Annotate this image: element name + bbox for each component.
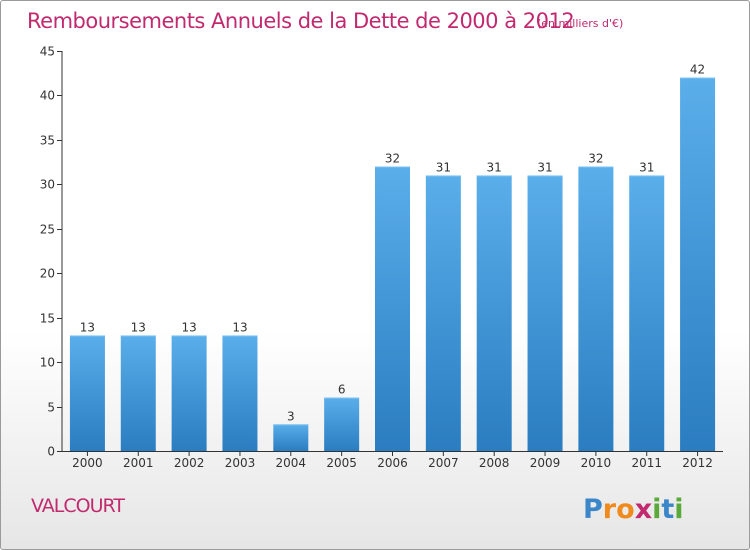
x-tick-label-2007: 2007 [428, 456, 459, 470]
proxiti-logo: Proxiti [583, 494, 684, 525]
bar-2011 [629, 175, 665, 451]
y-axis: 0 5 10 15 20 25 30 35 40 45 [40, 45, 63, 459]
commune-name: VALCOURT [31, 495, 125, 517]
y-tick-label: 15 [40, 312, 55, 326]
x-tick-label-2000: 2000 [72, 456, 103, 470]
x-tick-label-2002: 2002 [174, 456, 205, 470]
bar-2006 [375, 166, 410, 452]
y-tick-label: 35 [40, 134, 55, 148]
data-label-2006: 32 [385, 152, 400, 166]
y-tick-label: 20 [40, 267, 55, 281]
data-label-2001: 13 [131, 320, 146, 334]
data-label-2008: 31 [487, 160, 502, 174]
bar-2003 [222, 335, 258, 451]
x-tick-label-2004: 2004 [276, 456, 307, 470]
data-label-2000: 13 [80, 320, 95, 334]
x-axis: 2000 2001 2002 2003 2004 2005 2006 2007 2008 2009… [62, 451, 723, 470]
x-tick-label-2009: 2009 [530, 456, 561, 470]
bar-2005 [324, 397, 360, 451]
y-tick-label: 10 [40, 356, 55, 370]
y-tick-label: 30 [40, 178, 55, 192]
data-label-2007: 31 [436, 160, 451, 174]
data-label-2002: 13 [181, 320, 196, 334]
y-tick-label: 0 [47, 445, 55, 459]
data-label-2011: 31 [639, 160, 654, 174]
x-tick-label-2010: 2010 [581, 456, 612, 470]
y-tick-label: 45 [40, 45, 55, 59]
x-tick-label-2006: 2006 [377, 456, 408, 470]
bars-group [69, 77, 716, 452]
y-tick-label: 25 [40, 223, 55, 237]
x-tick-label-2003: 2003 [225, 456, 256, 470]
bar-2004 [273, 424, 309, 451]
bar-2008 [476, 175, 512, 451]
data-label-2004: 3 [287, 409, 295, 423]
data-label-2009: 31 [537, 160, 552, 174]
chart-title: Remboursements Annuels de la Dette de 20… [27, 9, 575, 33]
y-tick-label: 40 [40, 89, 55, 103]
bar-2009 [527, 175, 563, 451]
chart-subtitle: (en milliers d'€) [537, 17, 624, 30]
x-tick-label-2005: 2005 [326, 456, 357, 470]
bar-2007 [425, 175, 461, 451]
data-label-2005: 6 [338, 383, 346, 397]
x-tick-label-2008: 2008 [479, 456, 510, 470]
bar-2000 [69, 335, 105, 451]
bar-2002 [171, 335, 207, 451]
x-tick-label-2001: 2001 [123, 456, 154, 470]
data-label-2012: 42 [690, 63, 705, 77]
data-labels-group: 13 13 13 13 3 6 32 31 31 31 32 31 42 [80, 63, 705, 424]
x-tick-label-2012: 2012 [682, 456, 713, 470]
svg-text:Proxiti: Proxiti [583, 494, 684, 525]
bar-2010 [578, 166, 614, 452]
x-tick-label-2011: 2011 [631, 456, 662, 470]
bar-2012 [680, 77, 716, 452]
data-label-2010: 32 [588, 152, 603, 166]
data-label-2003: 13 [232, 320, 247, 334]
y-tick-label: 5 [47, 401, 55, 415]
bar-2001 [120, 335, 156, 451]
